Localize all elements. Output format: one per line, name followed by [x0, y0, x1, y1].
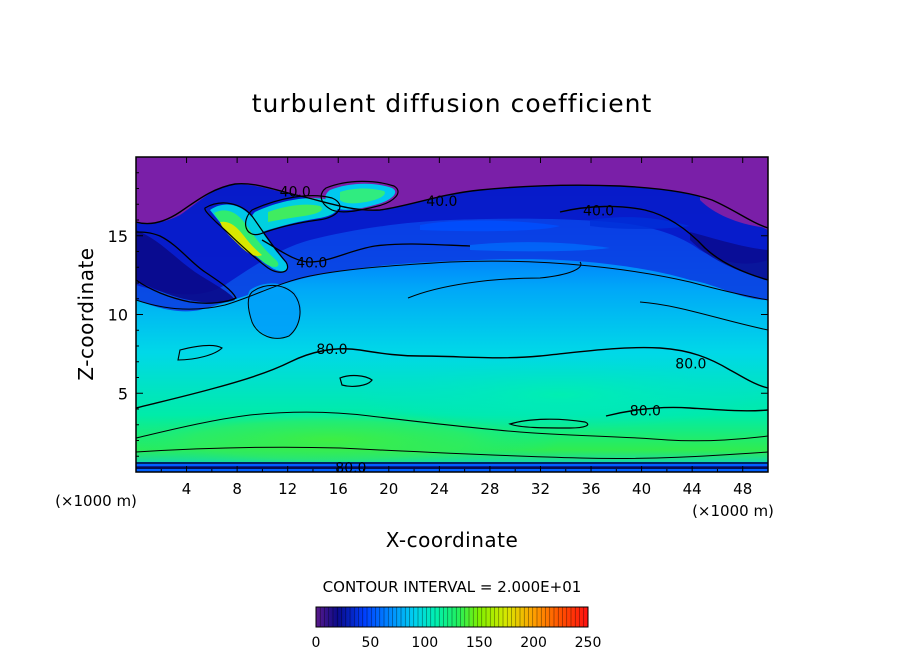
field-left-dark — [136, 230, 235, 303]
contour-label: 80.0 — [675, 356, 706, 372]
colorbar-tick-label: 200 — [520, 635, 547, 651]
colorbar-tick-label: 150 — [466, 635, 493, 651]
contour-lines — [136, 180, 768, 469]
contour-80-main — [136, 346, 768, 409]
y-tick-label: 5 — [118, 384, 128, 403]
colorbar-frame — [315, 606, 589, 628]
heatmap-field — [136, 157, 768, 472]
x-unit-right: (×1000 m) — [692, 502, 774, 520]
contour-label: 40.0 — [296, 256, 327, 272]
contour-label: 40.0 — [583, 204, 614, 220]
field-streak-1 — [420, 220, 560, 232]
field-left-lobe — [247, 283, 302, 338]
x-tick-label: 44 — [683, 480, 702, 498]
contour-40-upper — [136, 182, 768, 229]
x-unit-left: (×1000 m) — [55, 492, 137, 510]
x-tick-label: 32 — [531, 480, 550, 498]
colorbar-tick-label: 50 — [361, 635, 379, 651]
field-streak-3 — [590, 217, 690, 229]
y-axis-ticks: 5 10 15 — [108, 172, 768, 457]
x-tick-label: 48 — [733, 480, 752, 498]
field-top-purple — [136, 157, 768, 230]
contour-label: 80.0 — [316, 342, 347, 358]
x-tick-label: 16 — [329, 480, 348, 498]
contour-label: 80.0 — [335, 460, 366, 476]
x-tick-label: 24 — [430, 480, 449, 498]
y-axis-label: Z-coordinate — [74, 247, 98, 380]
x-tick-label: 8 — [232, 480, 242, 498]
contour-60-b — [407, 261, 582, 299]
contour-40-swirl-b — [244, 195, 341, 236]
colorbar: 0 50 100 150 200 250 — [312, 606, 602, 651]
contour-60-right — [639, 301, 768, 331]
chart-title: turbulent diffusion coefficient — [252, 89, 653, 118]
field-right-purple — [700, 170, 768, 228]
contour-40-right — [559, 205, 768, 281]
field-jet-mid-green — [340, 188, 385, 204]
x-tick-label: 20 — [379, 480, 398, 498]
x-tick-label: 4 — [182, 480, 192, 498]
x-tick-label: 28 — [480, 480, 499, 498]
contour-80-small — [508, 418, 589, 429]
x-axis-ticks: 4 8 12 16 20 24 28 32 36 40 44 48 — [160, 157, 752, 498]
colorbar-tick-label: 0 — [312, 635, 321, 651]
contour-label: 40.0 — [280, 185, 311, 201]
contour-100-b — [136, 446, 768, 460]
y-tick-label: 10 — [108, 306, 128, 325]
field-right-dark — [690, 232, 768, 280]
contour-labels: 40.0 40.0 40.0 40.0 80.0 80.0 80.0 80.0 — [280, 185, 707, 477]
contour-100 — [136, 411, 768, 442]
contour-40-swirl-a — [204, 202, 289, 273]
contour-60-lobe — [247, 285, 301, 339]
contour-40-mid — [261, 239, 471, 263]
field-streak-2 — [470, 242, 610, 252]
x-tick-label: 12 — [278, 480, 297, 498]
colorbar-stripes — [319, 607, 585, 627]
contour-40-left-lower — [136, 231, 237, 304]
y-tick-label: 15 — [108, 227, 128, 246]
contour-label: 80.0 — [630, 404, 661, 420]
field-cyan-band — [360, 360, 760, 430]
colorbar-tick-label: 100 — [411, 635, 438, 651]
field-jet-yellow — [220, 221, 262, 256]
contour-80-lower — [605, 406, 768, 417]
colorbar-tick-labels: 0 50 100 150 200 250 — [312, 635, 602, 651]
contour-60-a — [136, 260, 768, 310]
x-tick-label: 36 — [581, 480, 600, 498]
x-axis-label: X-coordinate — [386, 528, 519, 552]
contour-40-swirl-c — [320, 180, 399, 213]
contour-interval-text: CONTOUR INTERVAL = 2.000E+01 — [323, 578, 582, 596]
colorbar-tick-label: 250 — [575, 635, 602, 651]
contour-80-left-patch — [177, 345, 223, 361]
contour-80-patch — [339, 374, 373, 387]
contour-label: 40.0 — [426, 194, 457, 210]
x-tick-label: 40 — [632, 480, 651, 498]
field-jet-upper-green — [268, 204, 323, 222]
